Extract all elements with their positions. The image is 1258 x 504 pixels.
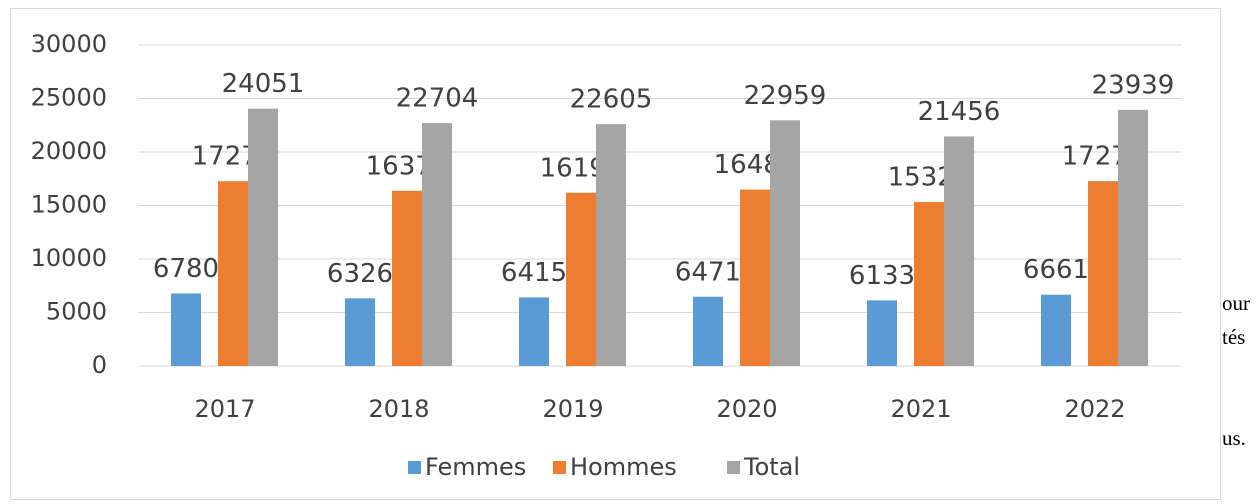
y-tick-label: 15000: [31, 191, 107, 219]
y-tick-label: 0: [92, 351, 107, 379]
legend-swatch: [727, 461, 740, 474]
y-tick-label: 10000: [31, 244, 107, 272]
data-label: 22605: [570, 85, 653, 115]
bar: [566, 192, 596, 366]
x-tick-label: 2022: [1064, 395, 1125, 423]
data-label: 6661: [1023, 255, 1089, 285]
legend-label: Total: [743, 453, 800, 481]
legend-swatch: [408, 461, 421, 474]
bar: [345, 298, 375, 366]
bar: [171, 293, 201, 366]
data-label: 6471: [675, 257, 741, 287]
bar: [248, 108, 278, 366]
y-tick-label: 20000: [31, 137, 107, 165]
legend-swatch: [553, 461, 566, 474]
x-tick-label: 2017: [194, 395, 255, 423]
legend-label: Femmes: [425, 453, 526, 481]
data-label: 22704: [396, 84, 479, 114]
bar: [519, 297, 549, 366]
legend-label: Hommes: [570, 453, 677, 481]
x-tick-label: 2021: [890, 395, 951, 423]
data-label: 22959: [744, 81, 827, 111]
data-label: 6133: [849, 261, 915, 291]
bar: [218, 181, 248, 366]
bar: [740, 189, 770, 366]
data-label: 6780: [153, 254, 219, 284]
x-tick-label: 2018: [368, 395, 429, 423]
bar: [1118, 109, 1148, 367]
x-tick-label: 2020: [716, 395, 777, 423]
bar: [770, 120, 800, 366]
data-label: 6415: [501, 258, 567, 288]
document-text: tés: [1222, 325, 1245, 349]
bar: [1041, 294, 1071, 366]
data-label: 23939: [1092, 70, 1175, 100]
document-text: us.: [1222, 426, 1246, 450]
bar: [914, 202, 944, 366]
bar: [693, 296, 723, 366]
bar: [596, 124, 626, 367]
bar: [867, 300, 897, 366]
bar: [422, 123, 452, 366]
x-tick-label: 2019: [542, 395, 603, 423]
bar: [392, 190, 422, 366]
y-tick-label: 30000: [31, 30, 107, 58]
bar: [1088, 181, 1118, 366]
y-tick-label: 5000: [46, 298, 107, 326]
data-label: 24051: [222, 69, 305, 99]
document-text: our: [1222, 291, 1250, 315]
data-label: 21456: [918, 97, 1001, 127]
bar: [944, 136, 974, 366]
y-tick-label: 25000: [31, 84, 107, 112]
data-label: 6326: [327, 259, 393, 289]
